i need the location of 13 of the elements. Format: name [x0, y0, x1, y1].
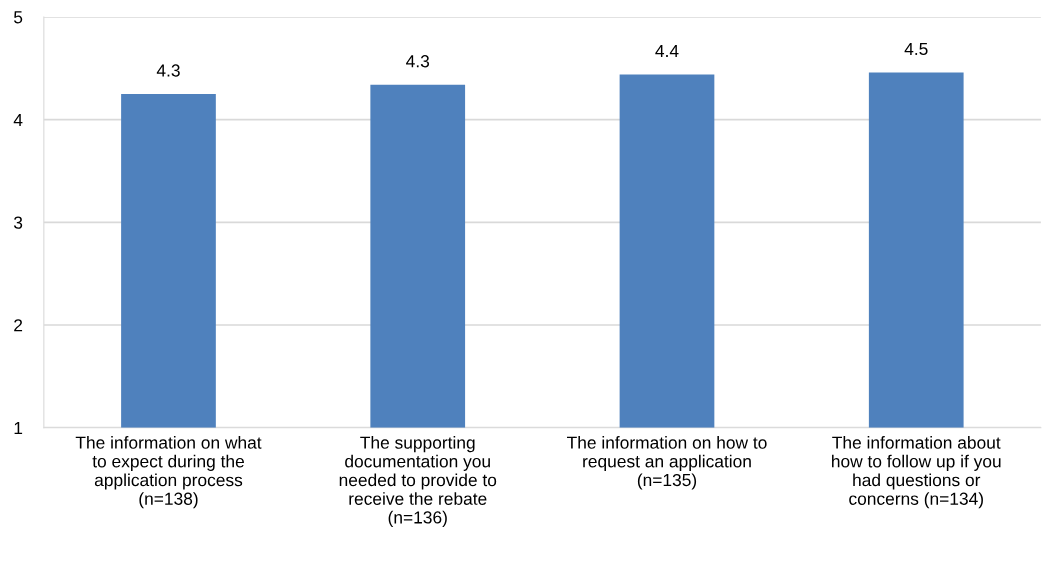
- data-label: 4.3: [156, 64, 180, 77]
- data-label: 4.4: [655, 45, 679, 57]
- x-tick-label: The information on how to request an application (n=135): [567, 436, 767, 490]
- y-tick-label: 4: [13, 113, 23, 126]
- data-label: 4.3: [406, 55, 430, 68]
- x-tick-label: The information on what to expect during the application process (n=138): [75, 436, 262, 509]
- y-tick-label: 3: [13, 216, 23, 229]
- data-label: 4.5: [904, 42, 928, 56]
- y-tick-label: 1: [14, 422, 23, 434]
- y-tick-label: 5: [13, 11, 23, 24]
- x-tick-label: The information about how to follow up if you had questions or concerns (n=134): [832, 436, 1001, 509]
- x-tick-label: The supporting documentation you needed to provide to receive the rebate (n=136): [339, 436, 497, 528]
- y-tick-label: 2: [14, 319, 23, 332]
